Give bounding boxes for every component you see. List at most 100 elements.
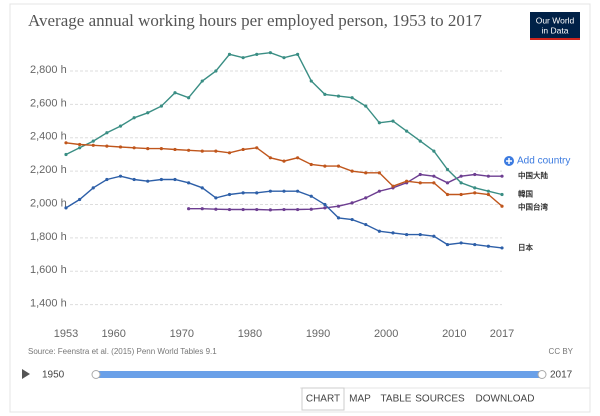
x-tick-label: 1980 xyxy=(238,328,262,340)
legend-label: 中国大陆 xyxy=(518,170,548,180)
tab-active[interactable] xyxy=(301,387,345,411)
point xyxy=(323,202,327,207)
point xyxy=(282,207,286,212)
point xyxy=(268,156,272,160)
y-tick-label: 1,400 h xyxy=(30,298,67,310)
point xyxy=(187,207,191,211)
point xyxy=(132,177,136,182)
point xyxy=(282,159,286,163)
point xyxy=(118,145,123,149)
point xyxy=(391,231,395,235)
timeline-end: 2017 xyxy=(550,370,573,381)
plot: 1,400 h 1,600 h 1,800 h 2,000 h 2,200 h 2,400… xyxy=(30,51,548,340)
tab[interactable]: DOWNLOAD xyxy=(476,394,535,405)
point xyxy=(459,174,463,178)
point xyxy=(350,96,354,100)
point xyxy=(432,174,436,178)
point xyxy=(214,207,218,211)
chart-title: Average annual working hours per employe… xyxy=(28,11,482,30)
timeline-handle[interactable] xyxy=(91,370,101,379)
point xyxy=(255,146,259,150)
logo-text: in Data xyxy=(542,25,569,35)
point xyxy=(323,92,327,96)
point xyxy=(486,192,490,197)
point xyxy=(173,177,177,182)
logo-text: Our World xyxy=(536,15,575,25)
point xyxy=(405,129,409,133)
add-country-text[interactable]: Add country xyxy=(517,156,570,167)
point xyxy=(459,192,463,197)
point xyxy=(445,192,450,197)
point xyxy=(391,184,395,188)
tab[interactable]: TABLE xyxy=(381,394,412,405)
timeline-handle[interactable] xyxy=(537,370,547,379)
add-icon-plus[interactable] xyxy=(506,158,512,164)
point xyxy=(336,216,341,220)
point xyxy=(78,146,82,150)
point xyxy=(486,244,490,248)
point xyxy=(200,149,204,153)
tab[interactable]: MAP xyxy=(349,394,371,405)
point xyxy=(268,189,272,193)
point xyxy=(227,52,232,56)
point xyxy=(459,241,463,245)
logo xyxy=(530,12,580,40)
point xyxy=(418,172,422,177)
point xyxy=(432,181,436,185)
point xyxy=(187,181,191,185)
point xyxy=(241,56,245,60)
timeline-range[interactable] xyxy=(96,371,542,378)
point xyxy=(377,121,381,125)
point xyxy=(350,169,354,173)
point xyxy=(364,222,368,227)
legend-label: 中国台湾 xyxy=(518,202,548,212)
point xyxy=(132,146,136,150)
add-country[interactable]: Add country xyxy=(504,156,570,167)
point xyxy=(405,232,409,237)
point xyxy=(105,144,109,148)
point xyxy=(377,189,381,193)
point xyxy=(214,69,218,73)
x-tick-label: 1960 xyxy=(101,328,125,340)
point xyxy=(309,207,313,211)
y-tick-label: 2,400 h xyxy=(30,131,67,143)
point xyxy=(241,207,245,212)
point xyxy=(241,191,245,195)
point xyxy=(268,51,272,55)
point xyxy=(336,94,341,98)
tab[interactable]: CHART xyxy=(306,394,340,405)
y-tick-label: 2,800 h xyxy=(30,64,67,76)
point xyxy=(473,172,477,177)
point xyxy=(445,181,450,185)
point xyxy=(64,152,68,157)
point xyxy=(91,143,95,147)
point xyxy=(377,229,381,233)
point xyxy=(64,141,68,145)
play-button[interactable] xyxy=(22,369,30,379)
point xyxy=(132,116,136,120)
point xyxy=(350,201,354,205)
point xyxy=(323,164,327,168)
license: CC BY xyxy=(549,347,574,356)
point xyxy=(200,186,204,190)
point xyxy=(432,234,436,238)
point xyxy=(459,181,463,185)
point xyxy=(227,151,232,155)
point xyxy=(336,204,341,208)
series-line xyxy=(188,173,502,211)
point xyxy=(159,177,163,182)
tab[interactable]: SOURCES xyxy=(415,394,465,405)
x-tick-label: 1970 xyxy=(170,328,194,340)
point xyxy=(364,171,368,175)
x-tick-label: 2000 xyxy=(374,328,398,340)
point xyxy=(241,147,245,152)
logo-bar xyxy=(530,38,580,40)
point xyxy=(473,191,477,195)
point xyxy=(118,174,123,178)
point xyxy=(159,147,163,151)
point xyxy=(473,186,477,190)
point xyxy=(500,204,504,208)
point xyxy=(282,189,286,193)
